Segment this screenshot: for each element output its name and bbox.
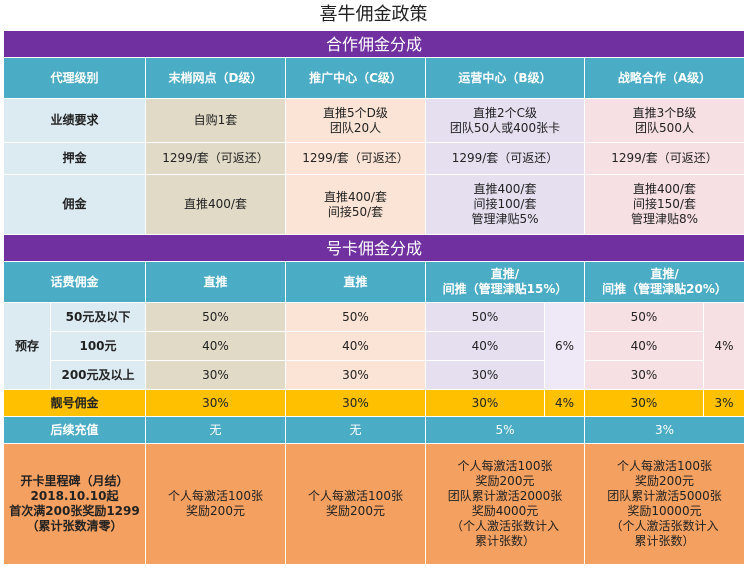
commission-a: 直推400/套 间接150/套 管理津贴8%	[583, 174, 746, 235]
prestore-200-c: 30%	[285, 360, 426, 390]
prestore-label: 预存	[3, 302, 51, 390]
prestore-row-100: 100元 40% 40% 40% 40%	[4, 331, 745, 361]
deposit-label: 押金	[3, 142, 146, 175]
header-phone-fee: 话费佣金	[3, 261, 146, 303]
liang-b: 30%	[425, 389, 545, 417]
header-a-split: 直推/间推（管理津贴20%）	[583, 261, 746, 303]
header-level: 代理级别	[3, 57, 146, 99]
recharge-d: 无	[145, 416, 286, 444]
recharge-a: 3%	[583, 416, 746, 444]
recharge-label: 后续充值	[3, 416, 146, 444]
performance-b: 直推2个C级 团队50人或400张卡	[425, 98, 585, 143]
milestone-label: 开卡里程碑（月结） 2018.10.10起 首次满200张奖励1299 （累计张数清零…	[3, 443, 146, 565]
header-b-level: 运营中心（B级）	[425, 57, 585, 99]
section-cooperation-title: 合作佣金分成	[2, 30, 746, 58]
commission-row: 佣金 直推400/套 直推400/套 间接50/套 直推400/套 间接100/套管…	[3, 174, 746, 235]
liang-b-mgmt: 4%	[544, 389, 585, 417]
prestore-100-b: 40%	[425, 331, 545, 361]
prestore-200-b: 30%	[425, 360, 545, 390]
commission-d: 直推400/套	[145, 174, 286, 235]
prestore-200-d: 30%	[145, 360, 286, 390]
prestore-200-a: 30%	[584, 360, 704, 390]
commission-b: 直推400/套 间接100/套 管理津贴5%	[425, 174, 585, 235]
prestore-row-50: 预存 50元及以下 50% 50% 50% 6% 50% 4%	[3, 302, 746, 390]
liang-d: 30%	[145, 389, 286, 417]
milestone-b: 个人每激活100张 奖励200元 团队累计激活2000张 奖励4000元 （个人激活张数…	[425, 443, 585, 565]
commission-label: 佣金	[3, 174, 146, 235]
prestore-mgmt-b: 6%	[544, 302, 585, 390]
recharge-row: 后续充值 无 无 5% 3%	[3, 416, 746, 444]
card-header-row: 话费佣金 直推 直推 直推/间推（管理津贴15%） 直推/间推（管理津贴20%）	[3, 261, 746, 303]
prestore-100-c: 40%	[285, 331, 426, 361]
header-d-level: 末梢网点（D级）	[145, 57, 286, 99]
liang-label: 靓号佣金	[3, 389, 146, 417]
header-direct-d: 直推	[145, 261, 286, 303]
deposit-d: 1299/套（可返还）	[145, 142, 286, 175]
header-direct-c: 直推	[285, 261, 426, 303]
milestone-row: 开卡里程碑（月结） 2018.10.10起 首次满200张奖励1299 （累计张数清零…	[3, 443, 746, 565]
performance-c: 直推5个D级 团队20人	[285, 98, 426, 143]
prestore-50-d: 50%	[145, 302, 286, 332]
milestone-d: 个人每激活100张 奖励200元	[145, 443, 286, 565]
deposit-row: 押金 1299/套（可返还） 1299/套（可返还） 1299/套（可返还） 1…	[3, 142, 746, 175]
prestore-tier-100: 100元	[50, 331, 146, 361]
performance-label: 业绩要求	[3, 98, 146, 143]
performance-d: 自购1套	[145, 98, 286, 143]
prestore-tier-50: 50元及以下	[50, 302, 146, 332]
performance-a: 直推3个B级 团队500人	[583, 98, 746, 143]
header-c-level: 推广中心（C级）	[285, 57, 426, 99]
deposit-a: 1299/套（可返还）	[583, 142, 746, 175]
page-title: 喜牛佣金政策	[319, 4, 428, 25]
prestore-tier-200: 200元及以上	[50, 360, 146, 390]
milestone-c: 个人每激活100张 奖励200元	[285, 443, 426, 565]
section-card-title: 号卡佣金分成	[2, 234, 746, 262]
commission-c: 直推400/套 间接50/套	[285, 174, 426, 235]
liang-c: 30%	[285, 389, 426, 417]
level-header-row: 代理级别 末梢网点（D级） 推广中心（C级） 运营中心（B级） 战略合作（A级）	[3, 57, 746, 99]
liang-row: 靓号佣金 30% 30% 30% 4% 30% 3%	[3, 389, 746, 417]
deposit-b: 1299/套（可返还）	[425, 142, 585, 175]
prestore-100-a: 40%	[584, 331, 704, 361]
recharge-c: 无	[285, 416, 426, 444]
commission-table: 合作佣金分成 代理级别 末梢网点（D级） 推广中心（C级） 运营中心（B级） 战…	[2, 30, 746, 565]
liang-a-mgmt: 3%	[702, 389, 746, 417]
prestore-100-d: 40%	[145, 331, 286, 361]
prestore-50-b: 50%	[425, 302, 545, 332]
performance-row: 业绩要求 自购1套 直推5个D级 团队20人 直推2个C级 团队50人或400张卡 …	[3, 98, 746, 143]
recharge-b: 5%	[425, 416, 585, 444]
header-b-split: 直推/间推（管理津贴15%）	[425, 261, 585, 303]
liang-a: 30%	[584, 389, 704, 417]
prestore-50-c: 50%	[285, 302, 426, 332]
header-a-level: 战略合作（A级）	[583, 57, 746, 99]
prestore-50-a: 50%	[584, 302, 704, 332]
prestore-row-200: 200元及以上 30% 30% 30% 30%	[4, 360, 745, 390]
milestone-a: 个人每激活100张 奖励200元 团队累计激活5000张 奖励10000元 （个人激活张…	[583, 443, 746, 565]
deposit-c: 1299/套（可返还）	[285, 142, 426, 175]
prestore-mgmt-a: 4%	[702, 302, 746, 390]
